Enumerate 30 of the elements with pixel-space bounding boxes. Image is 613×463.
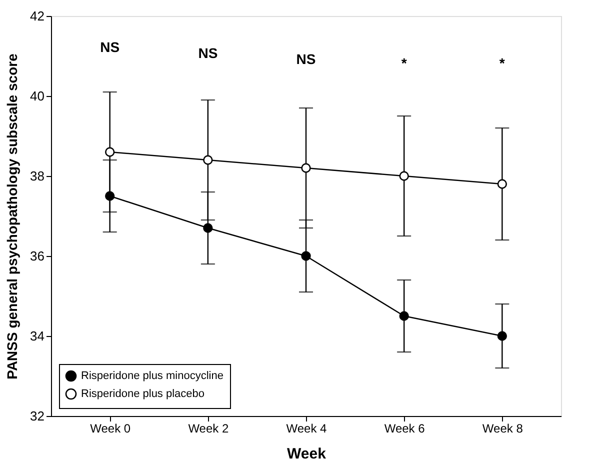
annotation: NS [296, 51, 316, 67]
point [301, 251, 311, 261]
annotation: NS [100, 39, 120, 55]
point [203, 223, 213, 233]
x-tick-label: Week 8 [482, 422, 524, 436]
point [399, 171, 409, 181]
point [497, 331, 507, 341]
point [203, 155, 213, 165]
x-tick-label: Week 2 [188, 422, 229, 436]
x-tick-label: Week 4 [286, 422, 328, 436]
legend-label: Risperidone plus minocycline [81, 370, 224, 382]
legend-label: Risperidone plus placebo [81, 388, 205, 400]
annotation: * [401, 55, 408, 71]
point [497, 179, 507, 189]
y-tick-label: 34 [30, 328, 44, 344]
y-tick-label: 38 [30, 168, 44, 184]
x-tick-label: Week 0 [90, 422, 131, 436]
y-tick-label: 36 [30, 248, 44, 264]
x-tick-label: Week 6 [384, 422, 426, 436]
point [301, 163, 311, 173]
y-tick-label: 42 [30, 8, 44, 24]
point [105, 191, 115, 201]
y-tick-label: 40 [30, 88, 44, 104]
y-axis-title: PANSS general psychopathology subscale score [4, 53, 20, 380]
point [399, 311, 409, 321]
x-axis-title: Week [287, 446, 327, 462]
annotation: * [499, 55, 506, 71]
point [105, 147, 115, 157]
annotation: NS [198, 45, 218, 61]
y-tick-label: 32 [30, 408, 44, 424]
